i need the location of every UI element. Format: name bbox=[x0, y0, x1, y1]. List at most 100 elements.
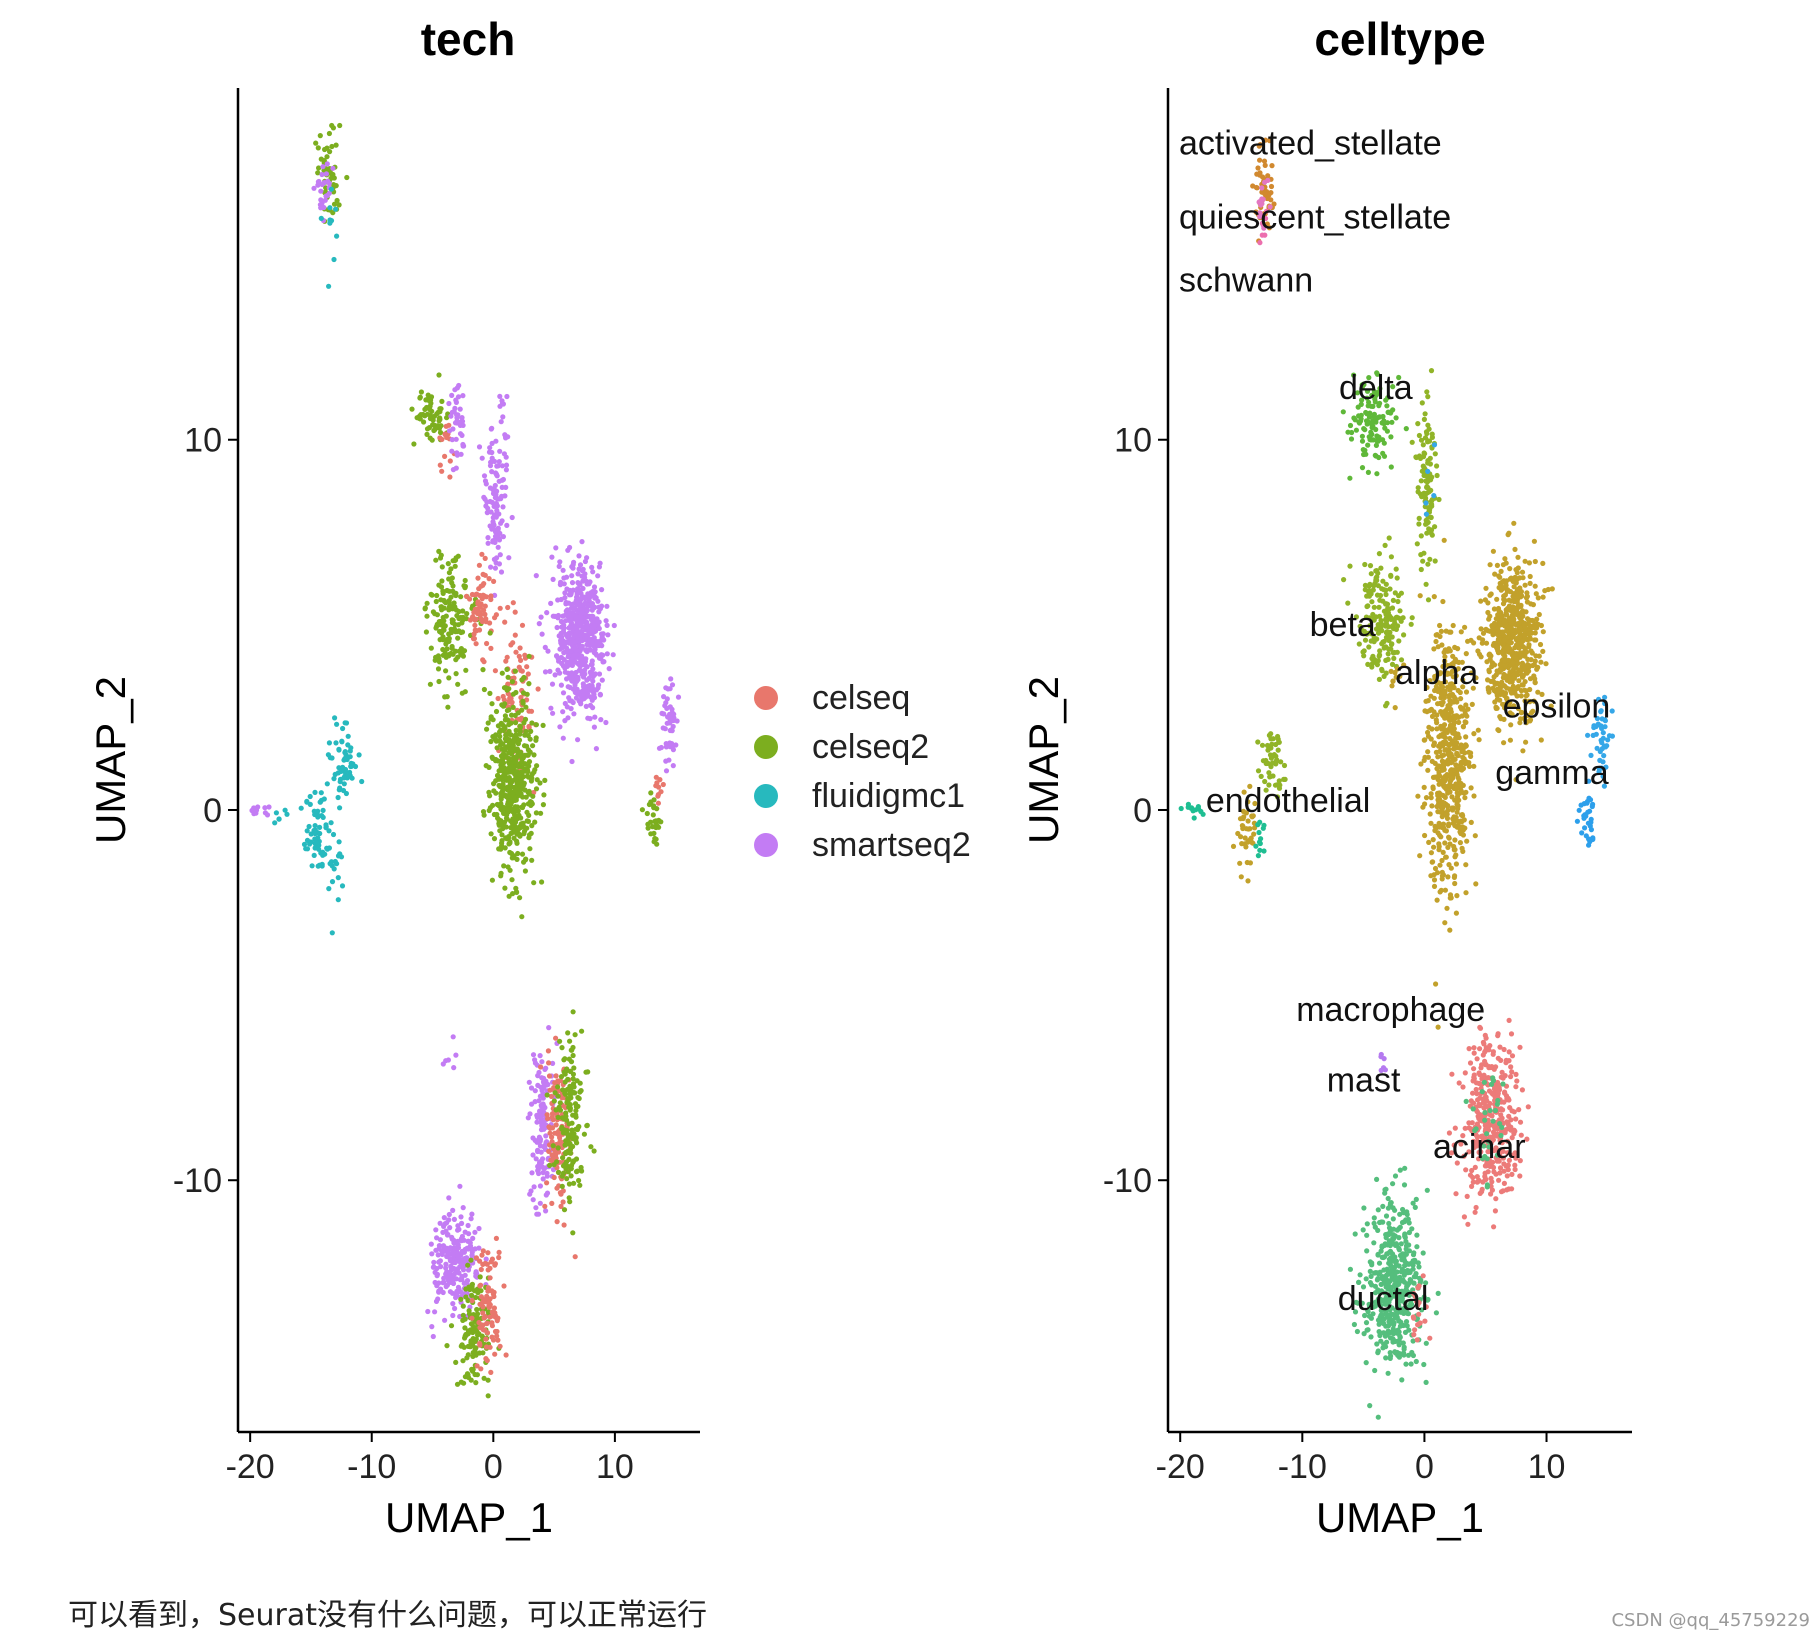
data-point-beta bbox=[1281, 762, 1288, 769]
data-point-smartseq2 bbox=[453, 436, 459, 442]
data-point-celseq bbox=[551, 1174, 557, 1181]
data-point-smartseq2 bbox=[591, 635, 597, 641]
data-point-smartseq2 bbox=[568, 590, 574, 596]
data-point-celseq2 bbox=[487, 630, 493, 636]
data-point-alpha bbox=[1519, 569, 1526, 575]
data-point-alpha bbox=[1439, 642, 1445, 648]
data-point-fluidigmc1 bbox=[307, 793, 313, 800]
data-point-smartseq2 bbox=[584, 634, 590, 640]
data-point-beta bbox=[1255, 768, 1262, 774]
data-point-celseq2 bbox=[509, 679, 515, 685]
data-point-celseq2 bbox=[451, 590, 457, 596]
data-point-celseq2 bbox=[437, 628, 443, 635]
data-point-beta bbox=[1392, 590, 1398, 596]
data-point-smartseq2 bbox=[557, 559, 563, 565]
data-point-celseq2 bbox=[449, 620, 455, 626]
data-point-alpha bbox=[1534, 616, 1540, 622]
data-point-smartseq2 bbox=[567, 631, 573, 637]
data-point-smartseq2 bbox=[562, 718, 568, 724]
data-point-alpha bbox=[1502, 597, 1508, 604]
data-point-celseq2 bbox=[541, 792, 547, 798]
data-point-celseq2 bbox=[441, 625, 447, 631]
data-point-alpha bbox=[1442, 840, 1448, 846]
data-point-alpha bbox=[1389, 683, 1395, 689]
data-point-celseq2 bbox=[460, 1358, 466, 1364]
data-point-beta bbox=[1381, 673, 1387, 680]
data-point-celseq bbox=[482, 611, 488, 618]
data-point-celseq2 bbox=[484, 726, 490, 732]
data-point-smartseq2 bbox=[572, 644, 578, 651]
data-point-acinar bbox=[1508, 1074, 1514, 1080]
data-point-fluidigmc1 bbox=[349, 775, 355, 781]
data-point-smartseq2 bbox=[530, 1197, 536, 1203]
data-point-beta bbox=[1375, 658, 1381, 664]
data-point-celseq bbox=[486, 1300, 492, 1306]
data-point-celseq2 bbox=[554, 1159, 560, 1165]
data-point-alpha bbox=[1436, 781, 1442, 787]
data-point-smartseq2 bbox=[433, 1227, 439, 1233]
data-point-smartseq2 bbox=[457, 406, 463, 412]
data-point-activated_stellate bbox=[1269, 163, 1275, 169]
data-point-alpha bbox=[1426, 708, 1433, 714]
data-point-celseq2 bbox=[334, 197, 340, 204]
data-point-beta bbox=[1425, 485, 1431, 491]
data-point-epsilon bbox=[1600, 730, 1606, 736]
data-point-alpha bbox=[1440, 800, 1446, 806]
data-point-smartseq2 bbox=[537, 1108, 543, 1114]
data-point-celseq2 bbox=[529, 857, 535, 863]
data-point-acinar bbox=[1463, 1167, 1469, 1173]
data-point-alpha bbox=[1504, 612, 1510, 618]
data-point-delta bbox=[1359, 438, 1366, 444]
data-point-celseq2 bbox=[460, 1303, 466, 1309]
data-point-alpha bbox=[1417, 593, 1423, 599]
data-point-celseq bbox=[483, 1356, 489, 1362]
data-point-smartseq2 bbox=[597, 606, 604, 612]
data-point-alpha bbox=[1452, 644, 1458, 651]
data-point-smartseq2 bbox=[488, 564, 494, 570]
data-point-celseq2 bbox=[442, 694, 448, 700]
data-point-alpha bbox=[1510, 632, 1516, 638]
data-point-smartseq2 bbox=[542, 669, 549, 675]
data-point-smartseq2 bbox=[465, 1267, 472, 1273]
data-point-alpha bbox=[1478, 654, 1484, 660]
data-point-smartseq2 bbox=[488, 509, 494, 515]
data-point-celseq bbox=[544, 1180, 550, 1186]
data-point-alpha bbox=[1447, 725, 1453, 732]
data-point-smartseq2 bbox=[472, 1229, 478, 1235]
data-point-celseq2 bbox=[491, 788, 497, 794]
data-point-fluidigmc1 bbox=[318, 215, 324, 221]
data-point-celseq2 bbox=[445, 561, 451, 567]
data-point-alpha bbox=[1504, 588, 1510, 595]
data-point-alpha bbox=[1520, 673, 1526, 679]
data-point-celseq bbox=[480, 571, 486, 578]
data-point-alpha bbox=[1447, 735, 1453, 742]
data-point-celseq bbox=[481, 659, 487, 665]
data-point-smartseq2 bbox=[559, 624, 565, 630]
data-point-smartseq2 bbox=[596, 625, 602, 632]
data-point-smartseq2 bbox=[433, 1247, 439, 1253]
data-point-celseq2 bbox=[452, 604, 458, 610]
data-point-celseq2 bbox=[578, 1164, 584, 1171]
data-point-celseq2 bbox=[493, 758, 499, 764]
data-point-alpha bbox=[1520, 748, 1526, 754]
data-point-celseq2 bbox=[515, 790, 521, 796]
data-point-celseq2 bbox=[540, 802, 547, 808]
data-point-smartseq2 bbox=[493, 438, 499, 444]
data-point-celseq bbox=[561, 1222, 567, 1228]
data-point-celseq2 bbox=[518, 777, 524, 783]
data-point-smartseq2 bbox=[576, 667, 582, 673]
data-point-celseq bbox=[485, 1285, 491, 1291]
data-point-alpha bbox=[1423, 795, 1430, 801]
data-point-alpha bbox=[1452, 880, 1458, 887]
data-point-beta bbox=[1366, 644, 1372, 650]
data-point-alpha bbox=[1423, 698, 1429, 704]
data-point-smartseq2 bbox=[573, 695, 580, 701]
data-point-fluidigmc1 bbox=[331, 866, 337, 872]
data-point-alpha bbox=[1507, 566, 1513, 572]
data-point-smartseq2 bbox=[449, 437, 455, 443]
data-point-alpha bbox=[1540, 560, 1546, 567]
data-point-celseq2 bbox=[512, 759, 518, 765]
data-point-celseq2 bbox=[519, 851, 526, 857]
data-point-alpha bbox=[1485, 600, 1491, 606]
data-point-celseq bbox=[496, 1254, 502, 1261]
